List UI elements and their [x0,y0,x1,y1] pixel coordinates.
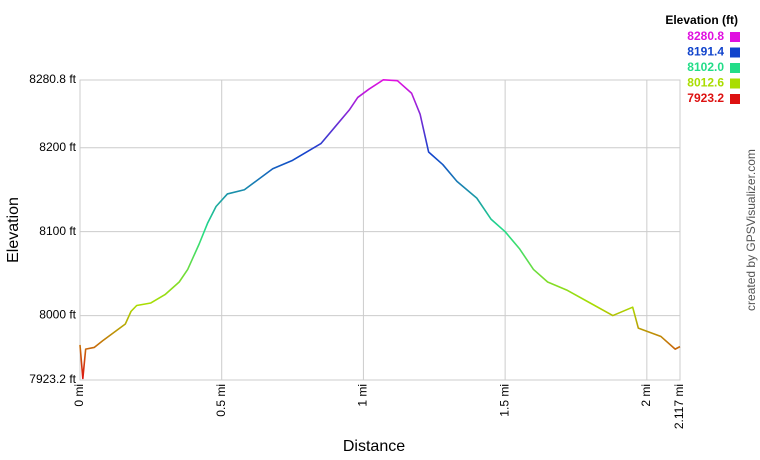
legend-swatch [730,32,740,42]
x-tick-label: 1.5 mi [497,384,511,417]
legend-swatch [730,63,740,73]
y-tick-label: 8280.8 ft [29,72,76,86]
legend-label: 7923.2 [687,91,724,105]
y-tick-label: 7923.2 ft [29,372,76,386]
plot-frame [79,79,681,381]
x-tick-label: 0.5 mi [214,384,228,417]
y-tick-label: 8200 ft [39,140,76,154]
legend-label: 8280.8 [687,29,724,43]
legend-swatch [730,94,740,104]
x-tick-label: 2 mi [639,384,653,407]
x-tick-label: 1 mi [356,384,370,407]
legend-swatch [730,78,740,89]
y-tick-label: 8100 ft [39,224,76,238]
credit: created by GPSVisualizer.com [744,149,758,311]
legend-swatch [730,47,740,58]
legend-label: 8012.6 [687,76,724,90]
x-axis-title: Distance [343,438,405,455]
elevation-line [79,79,681,380]
y-tick-label: 8000 ft [39,308,76,322]
x-tick-label: 0 mi [72,384,86,407]
legend-label: 8191.4 [687,45,724,59]
legend-title: Elevation (ft) [665,13,738,27]
x-tick-label: 2.117 mi [672,384,686,429]
legend-label: 8102.0 [687,60,724,74]
y-axis-title: Elevation [5,197,22,263]
